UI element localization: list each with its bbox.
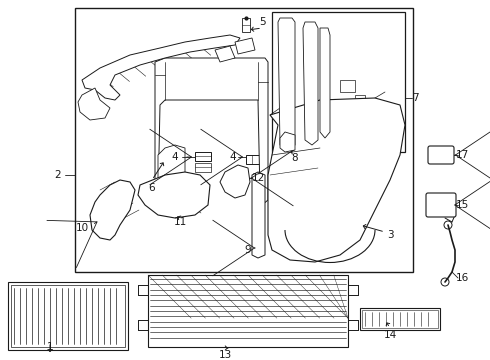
Polygon shape xyxy=(268,98,405,262)
Text: 5: 5 xyxy=(259,17,265,27)
Text: 8: 8 xyxy=(292,153,298,163)
Bar xyxy=(368,108,376,114)
Text: 15: 15 xyxy=(455,200,468,210)
Text: 2: 2 xyxy=(55,170,61,180)
Text: 4: 4 xyxy=(172,152,178,162)
Polygon shape xyxy=(158,145,185,200)
Polygon shape xyxy=(280,132,295,152)
Polygon shape xyxy=(215,46,235,62)
Text: 17: 17 xyxy=(455,150,468,160)
FancyBboxPatch shape xyxy=(426,193,456,217)
Bar xyxy=(148,275,348,347)
Text: 14: 14 xyxy=(383,330,396,340)
Bar xyxy=(340,80,355,92)
Text: 9: 9 xyxy=(245,245,251,255)
Polygon shape xyxy=(90,180,135,240)
FancyBboxPatch shape xyxy=(428,146,454,164)
Text: 11: 11 xyxy=(173,217,187,227)
Polygon shape xyxy=(78,88,110,120)
Polygon shape xyxy=(155,58,268,205)
Text: 6: 6 xyxy=(148,183,155,193)
Bar xyxy=(272,12,405,152)
Text: 12: 12 xyxy=(251,173,265,183)
Bar xyxy=(75,8,413,272)
Bar xyxy=(360,308,440,330)
Bar xyxy=(431,198,451,212)
Polygon shape xyxy=(303,22,318,145)
Text: 16: 16 xyxy=(455,273,468,283)
Polygon shape xyxy=(278,18,295,150)
Text: 1: 1 xyxy=(47,342,53,352)
Polygon shape xyxy=(320,28,330,138)
Polygon shape xyxy=(235,38,255,54)
Bar xyxy=(362,310,438,328)
Bar xyxy=(8,282,128,350)
Text: 10: 10 xyxy=(75,223,89,233)
Text: 4: 4 xyxy=(230,152,236,162)
Bar xyxy=(195,152,211,161)
Text: 13: 13 xyxy=(219,350,232,360)
Polygon shape xyxy=(138,172,210,218)
Bar xyxy=(240,62,258,87)
Bar xyxy=(246,155,260,164)
Polygon shape xyxy=(220,165,250,198)
Bar xyxy=(11,285,125,347)
Text: 3: 3 xyxy=(387,230,393,240)
Bar xyxy=(195,163,211,172)
Text: 7: 7 xyxy=(412,93,418,103)
Polygon shape xyxy=(252,172,265,258)
Polygon shape xyxy=(82,35,240,100)
Bar xyxy=(160,70,172,88)
Bar xyxy=(242,18,250,32)
Bar xyxy=(280,138,292,148)
Bar xyxy=(355,95,365,103)
